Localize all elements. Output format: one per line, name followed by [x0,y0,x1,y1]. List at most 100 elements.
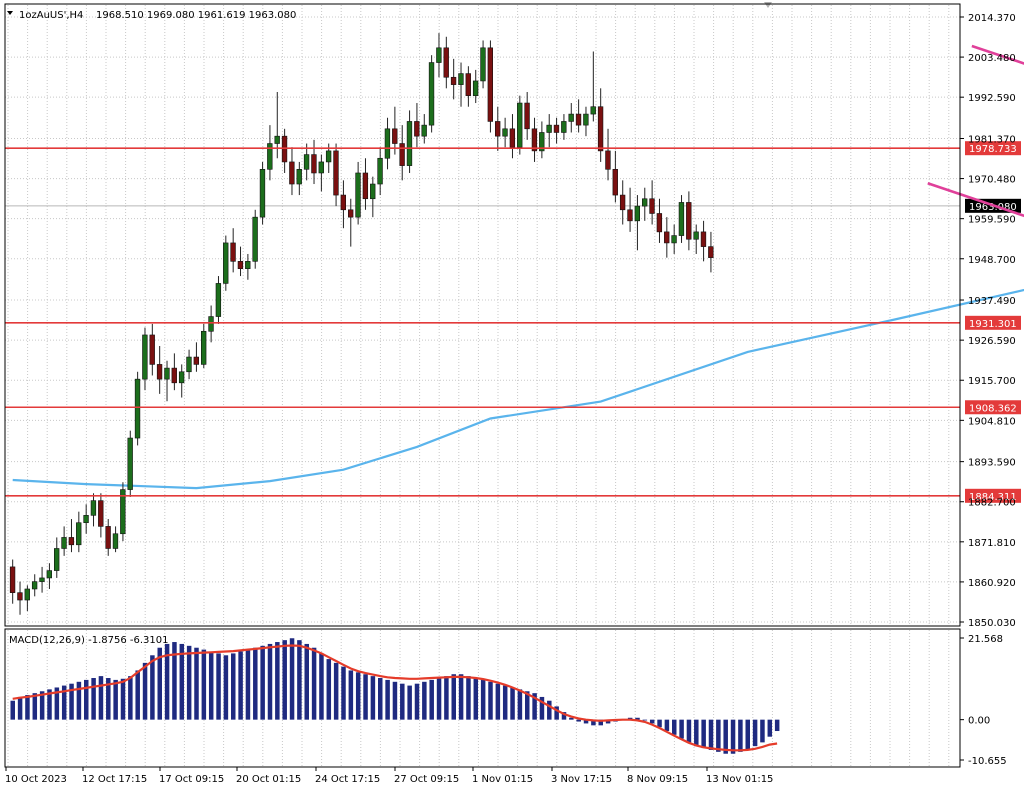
macd-bar [488,681,493,720]
macd-bar [466,676,471,720]
macd-bar [319,653,324,720]
candle [24,588,30,601]
candle [142,334,148,380]
candle [274,135,280,144]
candle [9,566,16,593]
macd-bar [260,645,265,720]
macd-bar [694,719,699,747]
candle [421,124,427,137]
candle [156,364,163,380]
candle [208,316,214,332]
macd-bar [422,681,427,720]
macd-bar [348,670,354,720]
price-tick-label: 1937.490 [968,296,1016,307]
candle [649,198,655,214]
macd-bar [532,693,537,720]
macd-bar [664,719,670,732]
level-price-tag [965,488,1021,503]
candle [39,577,45,582]
candle [46,570,53,579]
macd-bar [414,683,420,720]
time-tick-label: 8 Nov 09:15 [627,774,688,785]
dropdown-triangle-icon[interactable] [7,11,13,15]
candles-layer [9,33,714,615]
macd-bar [657,719,662,728]
candle [289,161,295,185]
price-tick-label: 1970.480 [968,175,1016,186]
time-tick-label: 17 Oct 09:15 [159,774,224,785]
macd-bar [253,647,258,720]
macd-bar [150,655,155,720]
candle [399,143,405,166]
time-axis: 10 Oct 2023 12 Oct 17:15 17 Oct 09:15 20 Oc… [5,767,773,785]
macd-axis: 21.568 0.00 -10.655 [960,634,1007,767]
candle [318,161,324,174]
candle [340,194,347,211]
moving-average-line [12,288,1024,490]
macd-bar [25,695,30,720]
price-tick-label: 1850.030 [968,618,1016,629]
candle [76,522,82,546]
candle [583,113,589,126]
macd-bar [583,719,589,724]
macd-bar [157,647,162,720]
candle [539,132,545,152]
macd-bar [363,674,368,720]
level-price-label: 1978.733 [969,144,1017,155]
candle [509,128,516,148]
candle [377,157,383,185]
price-tick-label: 1992.590 [968,93,1016,104]
current-price-label: 1963.080 [969,202,1017,213]
macd-label: MACD(12,26,9) -1.8756 -6.3101 [9,635,169,646]
macd-bar [686,719,692,743]
level-price-tag [965,315,1021,330]
macd-bar [495,683,501,720]
macd-bar [106,678,111,720]
candle [355,172,361,218]
macd-bar [10,700,15,720]
candle [384,128,391,159]
macd-bar [738,719,743,752]
macd-bar [392,681,398,720]
candle [494,121,501,137]
macd-bar [745,719,750,750]
candle [252,216,258,262]
level-price-label: 1908.362 [969,403,1017,414]
macd-bar [216,653,221,720]
channel-lines [927,44,1024,218]
macd-bar [576,719,581,722]
macd-bar [672,719,677,735]
candle [524,102,530,130]
macd-bar [194,647,199,720]
candle [193,356,199,365]
candle [245,261,251,269]
macd-bar [142,662,148,720]
macd-bar [649,719,655,724]
price-tick-label: 1948.700 [968,255,1016,266]
candle [370,183,376,200]
candle [296,168,302,185]
macd-bar [91,678,96,720]
macd-bar [774,719,780,732]
candle [612,168,618,196]
candle [281,135,288,163]
candle [487,47,494,122]
candle [656,213,663,233]
macd-bar [407,685,412,720]
candle [436,47,442,63]
candle [171,367,177,384]
candle [83,515,89,524]
candle [223,242,229,284]
macd-bar [502,685,508,720]
horizontal-levels: 1978.733 1931.301 1908.362 1884.311 1963.080 [5,141,1021,503]
candle [31,581,38,590]
macd-bar [598,719,603,726]
candle [531,128,538,152]
candle [134,378,141,439]
macd-bar [186,645,192,720]
chart-scroll-marker-icon[interactable] [764,2,772,8]
macd-bar [39,691,45,720]
time-tick-label: 10 Oct 2023 [5,774,67,785]
level-price-tag [965,141,1021,156]
